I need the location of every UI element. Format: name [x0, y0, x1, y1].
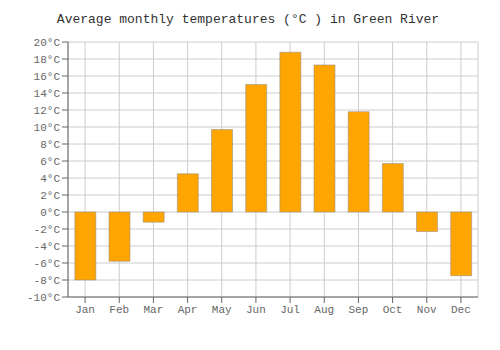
svg-text:12°C: 12°C — [34, 105, 61, 117]
svg-text:4°C: 4°C — [40, 173, 60, 185]
svg-text:Feb: Feb — [109, 304, 129, 316]
svg-text:Oct: Oct — [383, 304, 403, 316]
svg-text:-6°C: -6°C — [34, 258, 61, 270]
svg-text:Sep: Sep — [349, 304, 369, 316]
svg-text:2°C: 2°C — [40, 190, 60, 202]
svg-text:-4°C: -4°C — [34, 241, 61, 253]
svg-text:10°C: 10°C — [34, 122, 61, 134]
svg-text:6°C: 6°C — [40, 156, 60, 168]
svg-text:-8°C: -8°C — [34, 275, 61, 287]
svg-text:May: May — [212, 304, 232, 316]
svg-text:Jul: Jul — [280, 304, 300, 316]
svg-text:16°C: 16°C — [34, 71, 61, 83]
svg-text:Nov: Nov — [417, 304, 437, 316]
svg-text:Jan: Jan — [75, 304, 95, 316]
svg-text:-2°C: -2°C — [34, 224, 61, 236]
svg-text:Jun: Jun — [246, 304, 266, 316]
svg-text:14°C: 14°C — [34, 88, 61, 100]
svg-text:20°C: 20°C — [34, 37, 61, 49]
svg-text:18°C: 18°C — [34, 54, 61, 66]
html-text:Average monthly temperatures (: Average monthly temperatures (°C ) in Gr… — [56, 12, 440, 27]
svg-text:Dec: Dec — [451, 304, 471, 316]
svg-text:-10°C: -10°C — [27, 292, 60, 304]
svg-text:Mar: Mar — [144, 304, 164, 316]
svg-text:Aug: Aug — [314, 304, 334, 316]
svg-text:8°C: 8°C — [40, 139, 60, 151]
svg-text:0°C: 0°C — [40, 207, 60, 219]
svg-text:Apr: Apr — [178, 304, 198, 316]
